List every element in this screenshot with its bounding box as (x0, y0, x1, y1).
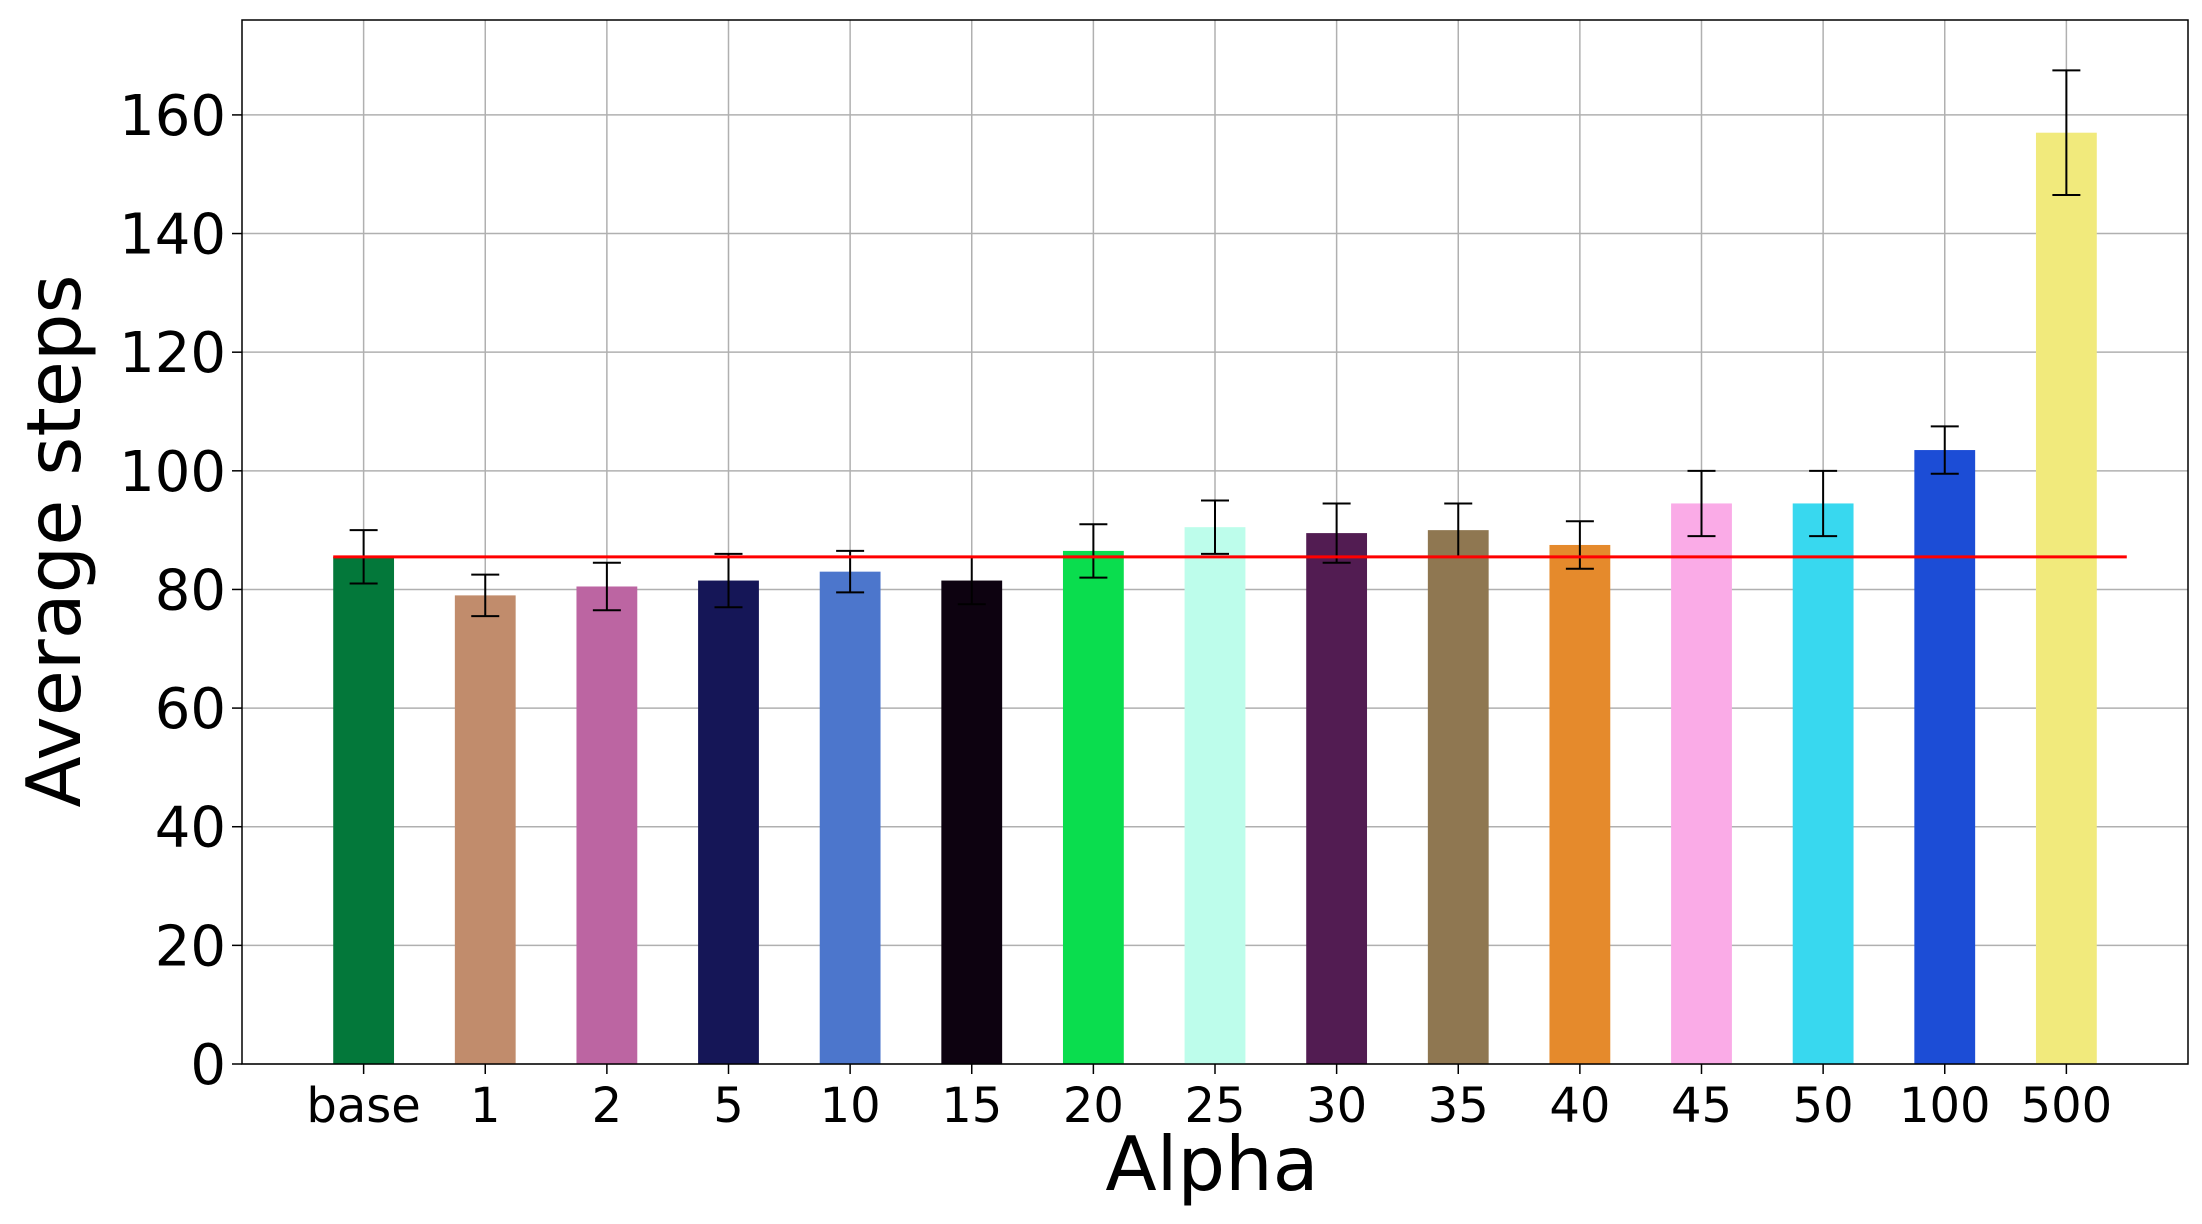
x-tick-label: 100 (1899, 1078, 1991, 1134)
y-tick-label: 0 (190, 1033, 226, 1098)
y-tick-label: 120 (119, 321, 226, 386)
x-tick-label: 20 (1063, 1078, 1124, 1134)
x-tick-label: 15 (941, 1078, 1002, 1134)
y-tick-label: 20 (155, 914, 226, 979)
bar-50 (1792, 503, 1854, 1064)
x-tick-label: base (306, 1078, 420, 1134)
x-axis-ticks: base 1 2 5 10 15 20 25 30 35 40 45 50 100 500 (306, 1064, 2112, 1134)
x-tick-label: 10 (820, 1078, 881, 1134)
bar-25 (1184, 527, 1246, 1064)
x-tick-label: 50 (1793, 1078, 1854, 1134)
x-tick-label: 30 (1306, 1078, 1367, 1134)
y-tick-label: 100 (119, 440, 226, 505)
bar-5 (698, 580, 759, 1064)
bar-2 (576, 586, 638, 1064)
bar-45 (1671, 503, 1732, 1064)
x-tick-label: 25 (1184, 1078, 1245, 1134)
bar-40 (1549, 544, 1611, 1064)
bar-20 (1062, 550, 1124, 1064)
bar-15 (941, 580, 1003, 1064)
bar-35 (1427, 530, 1489, 1064)
y-tick-label: 160 (119, 84, 226, 149)
y-tick-label: 80 (155, 558, 226, 623)
y-axis-title: Average steps (10, 274, 98, 807)
x-tick-label: 45 (1671, 1078, 1732, 1134)
y-axis-ticks: 0 20 40 60 80 100 120 140 160 (119, 84, 242, 1098)
x-tick-label: 5 (713, 1078, 744, 1134)
bar-100 (1914, 450, 1976, 1064)
x-tick-label: 35 (1428, 1078, 1489, 1134)
bar-10 (819, 571, 881, 1064)
y-tick-label: 40 (155, 796, 226, 861)
x-tick-label: 1 (470, 1078, 501, 1134)
bar-30 (1306, 533, 1368, 1064)
x-tick-label: 500 (2021, 1078, 2113, 1134)
x-axis-title: Alpha (1105, 1120, 1318, 1208)
y-tick-label: 60 (155, 677, 226, 742)
bar-500 (2035, 132, 2097, 1065)
bars (333, 132, 2097, 1065)
bar-base (333, 556, 395, 1064)
x-tick-label: 2 (592, 1078, 623, 1134)
bar-1 (454, 595, 516, 1064)
y-tick-label: 140 (119, 203, 226, 268)
x-tick-label: 40 (1549, 1078, 1610, 1134)
